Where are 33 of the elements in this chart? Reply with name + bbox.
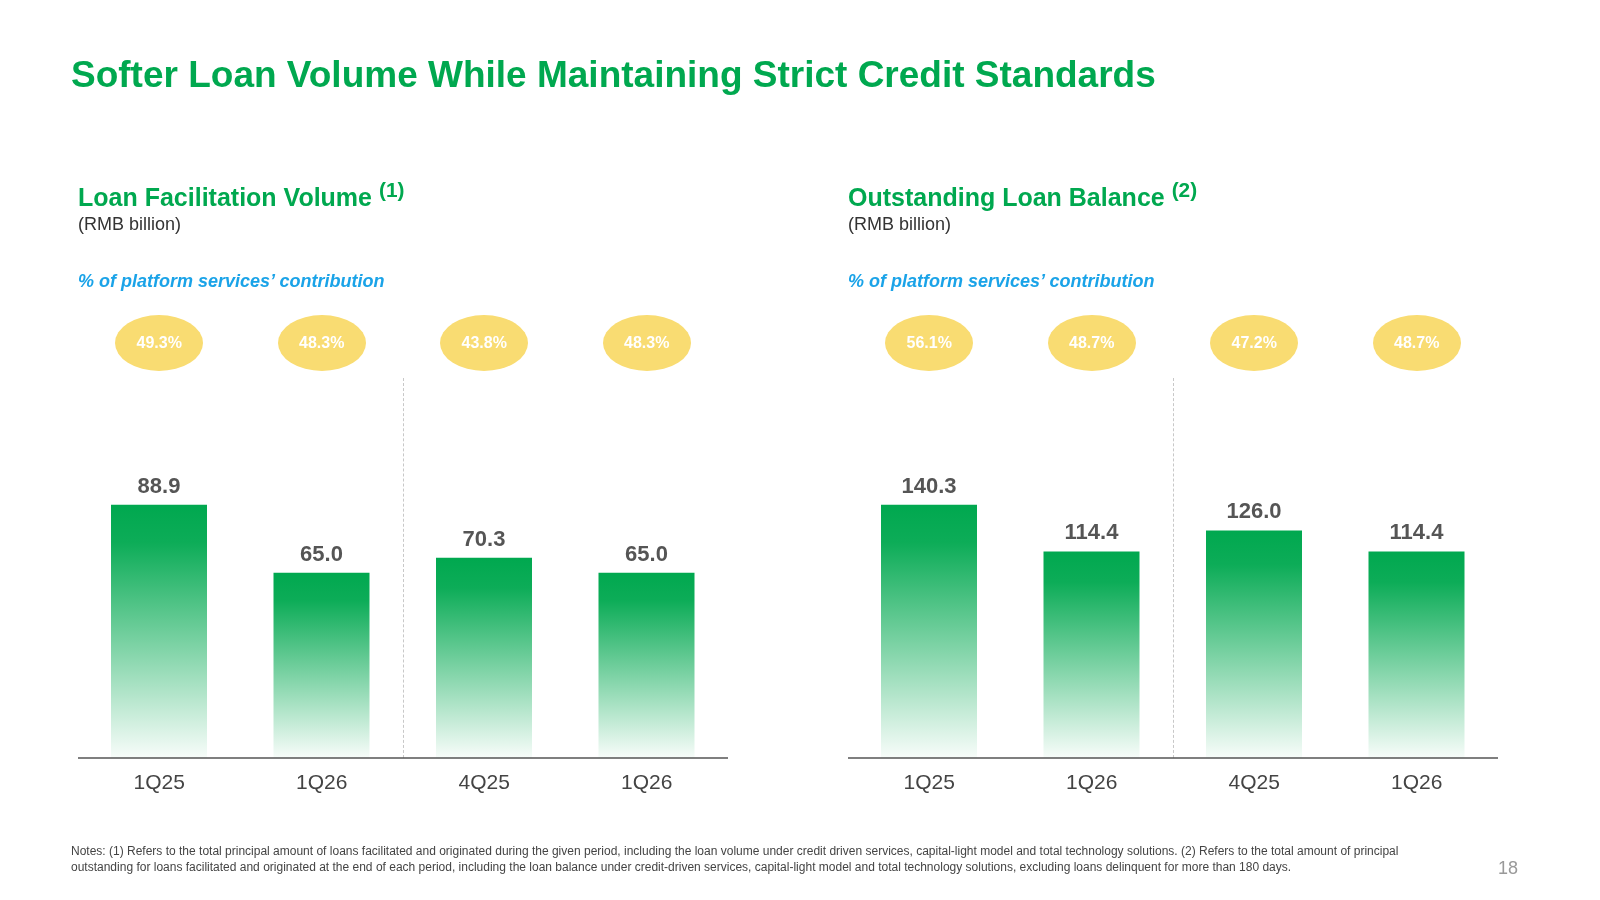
x-tick-label: 4Q25	[1228, 769, 1280, 793]
text: 18	[1498, 858, 1519, 879]
data-label: 65.0	[300, 540, 343, 566]
text: 48.7%	[1047, 315, 1136, 371]
text: 56.1%	[885, 315, 974, 371]
text: 48.3%	[602, 315, 691, 371]
text: % of platform services’ contribution	[78, 271, 385, 292]
text: 48.7%	[1372, 315, 1461, 371]
x-tick-label: 1Q25	[903, 769, 955, 793]
data-label: 88.9	[137, 472, 181, 498]
chart-subtitle: (RMB billion)	[78, 214, 183, 236]
chart-title: Outstanding Loan Balance $^{(2)}$	[848, 178, 1199, 213]
x-tick-label: 1Q26	[621, 769, 673, 793]
text: 49.3%	[115, 315, 204, 371]
text: 47.2%	[1210, 315, 1299, 371]
text: Notes: (1) Refers to the total principal amount of loans facilitated and originated during the given period, including the loan volume under credit driven services, capital-light model and total technology solutions. (2) Refers to the total amount of principal outstanding for loans facilitated and originated at the end of each period, including the loan balance under credit-driven services, capital-light model and total technology solutions, excluding loans delinquent for more than 180 days.	[71, 843, 1400, 875]
chart-title: Loan Facilitation Volume $^{(1)}$	[78, 178, 406, 213]
text: Softer Loan Volume While Maintaining Strict Credit Standards	[71, 54, 1156, 96]
data-label: 140.3	[901, 472, 957, 498]
x-tick-label: 4Q25	[458, 769, 510, 793]
text: % of platform services’ contribution	[848, 271, 1155, 292]
data-label: 114.4	[1064, 519, 1120, 545]
x-tick-label: 1Q25	[133, 769, 185, 793]
data-label: 114.4	[1389, 519, 1445, 545]
text: 43.8%	[440, 315, 529, 371]
x-tick-label: 1Q26	[1391, 769, 1443, 793]
text: 48.3%	[277, 315, 366, 371]
x-tick-label: 1Q26	[296, 769, 348, 793]
data-label: 126.0	[1226, 498, 1282, 524]
x-tick-label: 1Q26	[1066, 769, 1118, 793]
data-label: 70.3	[462, 525, 506, 551]
data-label: 65.0	[625, 540, 668, 566]
chart-subtitle: (RMB billion)	[848, 214, 953, 236]
